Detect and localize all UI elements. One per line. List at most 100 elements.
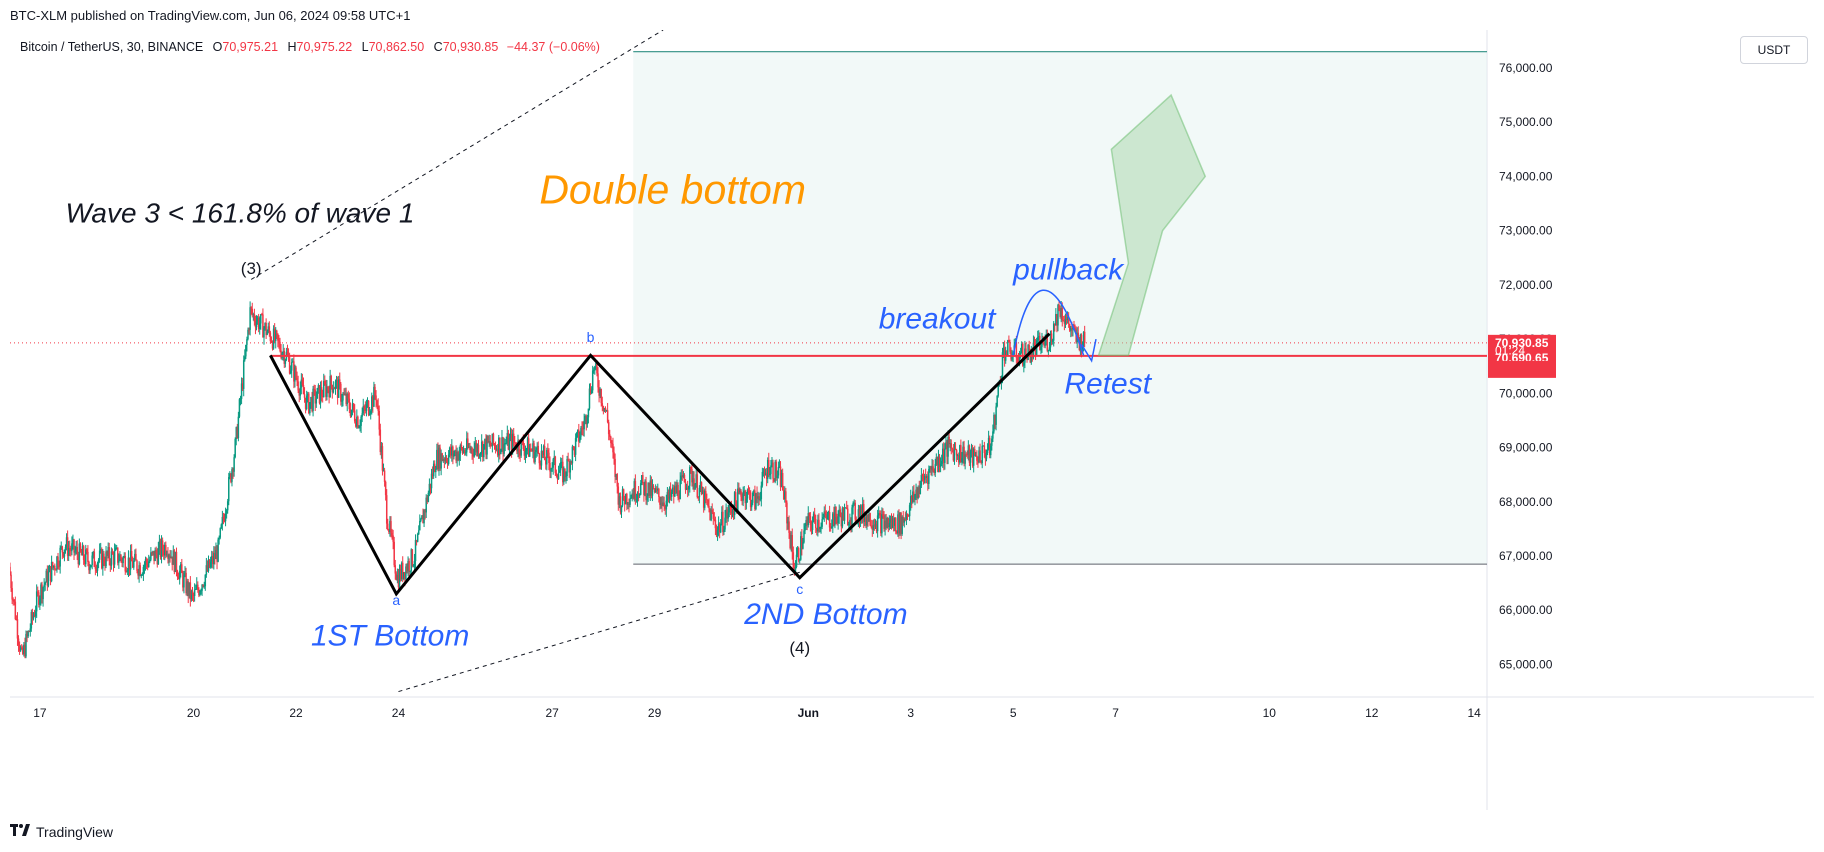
candle-body [310,396,312,403]
candle-body [445,457,448,462]
candle-body [985,452,988,459]
candle-body [274,330,277,342]
candle-body [951,448,954,450]
candle-body [610,436,612,444]
candle-body [950,443,953,449]
candle-body [355,421,357,427]
candle-body [1056,314,1058,326]
channel-upper-line [250,30,664,280]
candle-body [768,459,770,476]
candle-body [44,582,46,585]
candle-body [769,474,771,476]
candle-body [509,434,512,439]
candle-body [763,471,766,476]
tradingview-logo-icon [10,823,30,840]
candle-body [88,561,90,571]
candle-body [114,547,117,551]
candle-body [781,473,784,490]
candle-body [131,561,134,568]
candle-body [595,363,597,367]
candle-body [330,375,332,386]
candle-body [90,565,92,568]
candle-body [118,560,120,563]
candle-body [92,551,94,556]
candle-body [437,449,439,469]
candle-body [514,441,516,443]
candle-body [806,519,808,526]
candle-body [825,515,828,520]
candle-body [797,548,800,561]
candle-body [124,555,127,572]
candle-body [603,407,606,411]
candle-body [666,492,669,501]
candle-body [392,535,394,542]
candle-body [245,344,247,357]
candle-body [431,473,434,477]
candle-body [639,483,642,495]
candle-body [394,565,397,574]
time-tick-label: 17 [33,706,47,720]
candle-body [569,461,572,473]
candle-body [900,512,902,534]
candle-body [319,387,322,404]
candle-body [861,504,864,519]
price-tick-label: 72,000.00 [1499,278,1553,292]
candle-body [252,314,255,316]
candle-body [188,582,191,597]
candle-body [961,458,963,463]
price-chart[interactable]: 65,000.00 66,000.00 67,000.00 68,000.00 69,0… [10,30,1814,810]
candle-body [495,448,498,450]
candle-body [820,526,822,528]
currency-selector[interactable]: USDT [1740,36,1808,64]
candle-body [498,437,500,456]
candle-body [903,518,906,523]
candle-body [125,571,128,573]
symbol-name[interactable]: Bitcoin / TetherUS, 30, BINANCE [20,40,204,54]
candle-body [56,556,58,570]
candle-body [925,476,928,478]
candle-body [1025,348,1027,359]
candle-body [559,462,562,471]
candle-body [784,491,786,500]
candle-body [865,516,867,526]
candle-body [890,518,893,529]
candle-body [547,450,549,453]
candle-body [201,584,203,591]
candle-body [629,498,631,505]
candle-body [729,504,732,509]
candle-body [379,429,382,453]
candle-body [344,393,346,395]
candle-body [633,481,636,499]
close-value: 70,930.85 [442,40,499,54]
candle-body [51,562,54,568]
change-value: −44.37 (−0.06%) [506,40,600,54]
candle-body [584,415,586,421]
candle-body [225,510,228,514]
candle-body [902,516,904,523]
candle-body [524,451,527,456]
candle-body [612,443,614,453]
candle-body [241,383,244,389]
candle-body [186,581,188,594]
candle-body [254,321,257,328]
candle-body [337,379,340,398]
candle-body [1018,355,1021,363]
footer-branding[interactable]: TradingView [10,823,113,840]
candle-body [888,522,891,527]
candle-body [1006,351,1008,356]
candle-body [238,399,241,417]
candle-body [485,438,487,455]
price-badge-label: 70,930.85 [1495,336,1549,350]
candle-body [20,647,23,649]
candle-body [13,599,16,602]
candle-body [968,445,971,463]
candle-body [800,536,802,560]
candle-body [855,519,858,522]
candle-body [565,476,567,478]
candle-body [607,422,610,435]
candle-body [256,317,259,322]
chart-area[interactable]: 65,000.00 66,000.00 67,000.00 68,000.00 69,0… [10,30,1814,810]
candle-body [821,519,823,527]
low-key: L [361,40,369,54]
candle-body [1003,347,1006,361]
